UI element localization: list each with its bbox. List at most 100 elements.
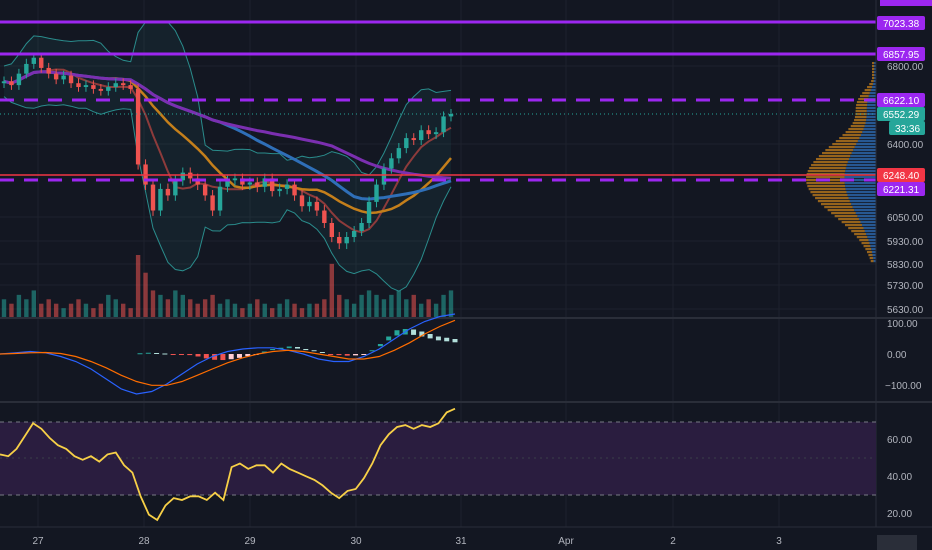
- profile-bar-buy: [806, 176, 845, 179]
- profile-bar-buy: [860, 95, 869, 98]
- profile-bar-sell: [866, 107, 876, 110]
- macd-histogram-bar: [328, 354, 334, 355]
- signal-line: [0, 319, 456, 386]
- profile-bar-buy: [859, 239, 869, 242]
- candle-body: [9, 81, 14, 86]
- volume-bar: [419, 303, 424, 317]
- volume-bar: [143, 272, 148, 317]
- candle-body: [76, 83, 81, 88]
- candle-body: [150, 184, 156, 211]
- volume-bar: [217, 303, 223, 317]
- macd-histogram-bar: [187, 354, 193, 356]
- profile-bar-buy: [825, 149, 854, 152]
- rsi-panel[interactable]: [0, 407, 876, 522]
- candle-body: [299, 195, 305, 207]
- profile-bar-buy: [858, 98, 868, 101]
- profile-bar-sell: [844, 176, 876, 179]
- profile-bar-sell: [854, 209, 876, 212]
- profile-bar-sell: [854, 146, 876, 149]
- badge-last-price[interactable]: [877, 107, 925, 121]
- candle-body: [247, 182, 253, 185]
- badge-6248[interactable]: [877, 168, 925, 182]
- profile-bar-sell: [859, 137, 876, 140]
- volume-bar: [262, 303, 267, 317]
- candle-body: [277, 188, 282, 192]
- profile-bar-buy: [827, 209, 855, 212]
- price-panel[interactable]: [0, 20, 876, 317]
- badge-6622[interactable]: [877, 93, 925, 107]
- profile-bar-sell: [866, 119, 876, 122]
- volume-bar: [91, 308, 96, 317]
- candle-body: [441, 116, 446, 133]
- volume-bar: [232, 303, 238, 317]
- candle-body: [426, 130, 431, 135]
- volume-bar: [150, 290, 156, 317]
- profile-bar-sell: [867, 101, 876, 104]
- profile-bar-buy: [809, 167, 846, 170]
- time-axis[interactable]: 27 28 29 30 31 Apr 2 3: [32, 535, 917, 550]
- profile-bar-sell: [846, 191, 876, 194]
- macd-histogram-bar: [178, 354, 184, 355]
- macd-histogram-bar: [361, 354, 367, 355]
- macd-histogram-bar: [303, 349, 309, 351]
- horizontal-levels[interactable]: [0, 20, 876, 182]
- volume-bar: [433, 303, 439, 317]
- profile-bar-buy: [855, 110, 867, 113]
- profile-bar-sell: [852, 206, 876, 209]
- macd-histogram: [137, 329, 458, 361]
- macd-axis[interactable]: 100.00 0.00 −100.00: [885, 319, 922, 392]
- volume-bar: [53, 303, 59, 317]
- macd-histogram-bar: [311, 350, 317, 352]
- badge-7023[interactable]: [877, 16, 925, 30]
- candle-body: [106, 87, 111, 91]
- price-tick: 6800.00: [887, 62, 924, 73]
- badge-6857[interactable]: [877, 47, 925, 61]
- profile-bar-sell: [863, 128, 876, 131]
- profile-bar-sell: [870, 245, 876, 248]
- profile-bar-sell: [858, 218, 876, 221]
- badge-6221[interactable]: [877, 182, 925, 196]
- profile-bar-sell: [866, 113, 876, 116]
- profile-bar-sell: [855, 212, 876, 215]
- profile-bar-buy: [832, 143, 857, 146]
- bollinger-lower: [3, 96, 452, 292]
- price-badges[interactable]: 7023.38 6857.95 6622.10 6552.29 33:36 62…: [877, 0, 932, 196]
- volume-bar: [9, 303, 14, 317]
- volume-bar: [270, 308, 275, 317]
- time-tick: 3: [776, 536, 782, 547]
- candle-body: [31, 57, 36, 64]
- macd-panel[interactable]: [0, 313, 458, 395]
- profile-bar-sell: [856, 143, 876, 146]
- time-tick: 28: [138, 536, 150, 547]
- profile-bar-sell: [870, 89, 876, 92]
- time-axis-scroll-marker[interactable]: [877, 535, 917, 550]
- profile-bar-sell: [850, 155, 876, 158]
- profile-bar-buy: [865, 248, 872, 251]
- rsi-axis[interactable]: 60.00 40.00 20.00: [887, 435, 912, 520]
- candle-body: [232, 178, 238, 181]
- profile-bar-sell: [865, 122, 876, 125]
- profile-bar-buy: [864, 89, 871, 92]
- macd-tick: 0.00: [887, 350, 907, 361]
- profile-bar-buy: [867, 86, 872, 89]
- candle-body: [322, 210, 327, 223]
- volume-bar: [61, 308, 66, 317]
- profile-bar-sell: [874, 68, 876, 71]
- candles: [1, 52, 454, 250]
- macd-histogram-bar: [286, 346, 292, 349]
- volume-bar: [374, 294, 379, 317]
- profile-bar-sell: [844, 173, 876, 176]
- macd-histogram-bar: [386, 336, 392, 341]
- price-tick: 5730.00: [887, 281, 924, 292]
- candle-body: [98, 88, 104, 91]
- candle-body: [61, 75, 66, 80]
- badge-7023-label: 7023.38: [883, 19, 920, 30]
- profile-bar-buy: [808, 188, 846, 191]
- macd-histogram-bar: [145, 352, 151, 354]
- badge-countdown-label: 33:36: [895, 124, 920, 135]
- rsi-line: [0, 407, 456, 522]
- price-axis[interactable]: 6800.00 6400.00 6050.00 5930.00 5830.00 …: [887, 62, 924, 316]
- profile-bar-sell: [851, 203, 876, 206]
- macd-histogram-bar: [319, 352, 325, 353]
